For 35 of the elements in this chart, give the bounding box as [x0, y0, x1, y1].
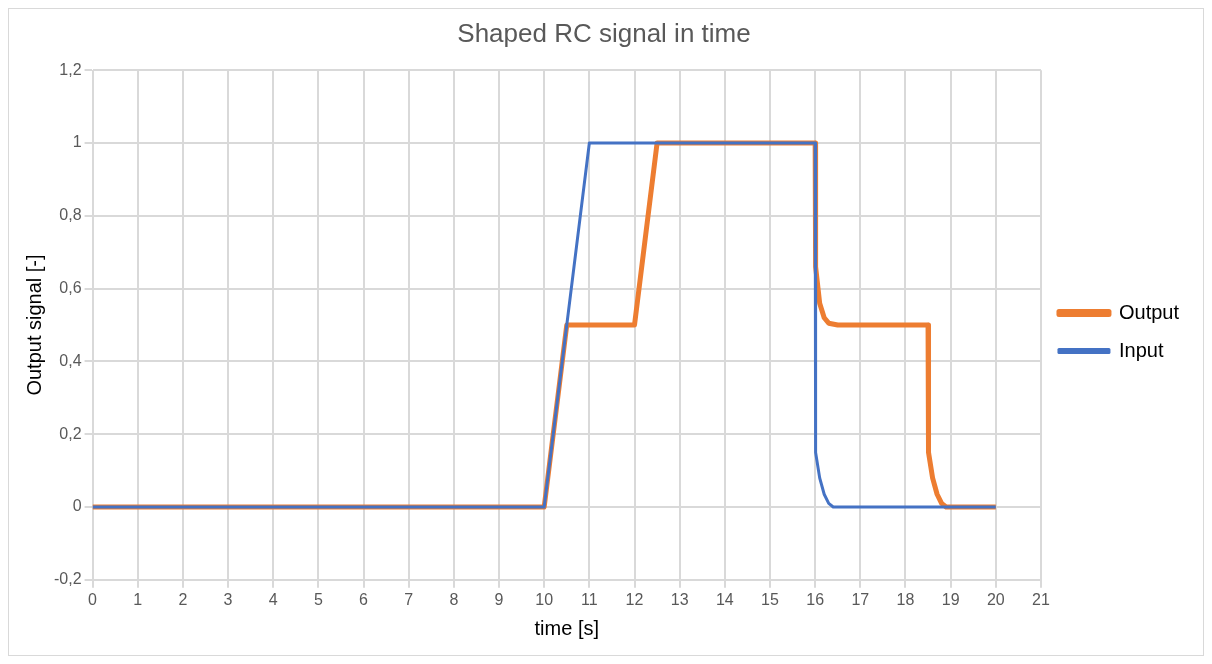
legend-label: Input — [1118, 338, 1164, 361]
x-tick-label: 3 — [223, 590, 233, 608]
y-tick-label: 1 — [72, 133, 82, 151]
x-tick-label: 15 — [761, 590, 779, 608]
x-tick-label: 0 — [88, 590, 98, 608]
y-tick-label: 0,2 — [59, 424, 82, 442]
x-axis-title: time [s] — [534, 616, 599, 639]
x-tick-label: 12 — [625, 590, 644, 608]
x-tick-label: 10 — [535, 590, 554, 608]
x-tick-label: 1 — [133, 590, 143, 608]
x-tick-label: 16 — [806, 590, 825, 608]
x-tick-label: 14 — [715, 590, 734, 608]
x-tick-label: 19 — [941, 590, 960, 608]
y-tick-label: 0,6 — [59, 279, 82, 297]
x-tick-label: 6 — [359, 590, 369, 608]
chart-title: Shaped RC signal in time — [457, 17, 751, 48]
y-axis-title: Output signal [-] — [22, 254, 45, 396]
x-tick-label: 4 — [268, 590, 278, 608]
y-tick-label: 0,8 — [59, 206, 82, 224]
y-tick-label: -0,2 — [53, 570, 82, 588]
x-tick-label: 2 — [178, 590, 188, 608]
legend-label: Output — [1118, 300, 1180, 323]
x-tick-label: 13 — [670, 590, 689, 608]
x-tick-label: 7 — [404, 590, 414, 608]
x-tick-label: 20 — [986, 590, 1005, 608]
x-tick-label: 18 — [896, 590, 915, 608]
x-tick-label: 5 — [313, 590, 323, 608]
x-tick-label: 11 — [581, 590, 598, 608]
x-tick-label: 17 — [851, 590, 870, 608]
y-tick-label: 1,2 — [59, 60, 82, 78]
y-tick-label: 0,4 — [59, 351, 82, 369]
x-tick-label: 21 — [1032, 590, 1050, 608]
y-tick-label: 0 — [72, 497, 82, 515]
x-tick-label: 8 — [449, 590, 459, 608]
x-tick-label: 9 — [494, 590, 504, 608]
